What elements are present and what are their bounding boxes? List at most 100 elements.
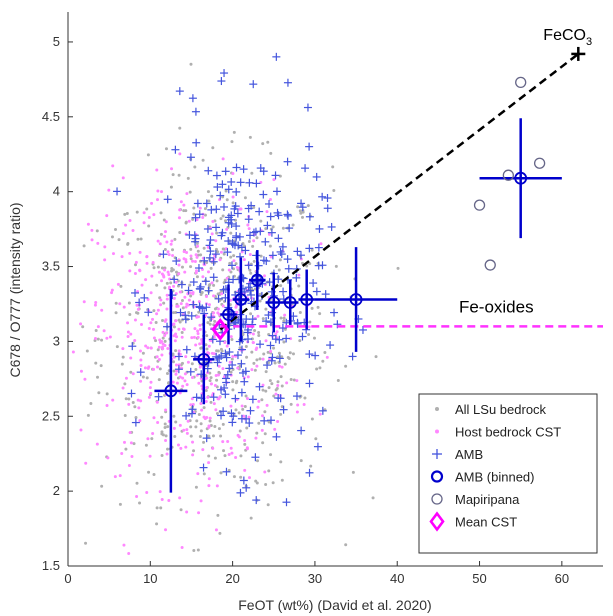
scatter-point <box>260 428 264 432</box>
amb-point <box>237 243 246 252</box>
scatter-point <box>213 383 217 387</box>
scatter-point <box>214 528 218 532</box>
amb-point <box>227 177 236 186</box>
amb-point <box>237 388 246 397</box>
mapiripana-point <box>515 76 527 89</box>
scatter-point <box>160 190 164 194</box>
scatter-point <box>105 336 109 340</box>
scatter-point <box>298 310 302 314</box>
scatter-point <box>239 475 243 479</box>
scatter-point <box>210 281 214 285</box>
scatter-point <box>215 378 219 382</box>
amb-binned-point <box>249 250 266 310</box>
amb-point <box>212 205 221 214</box>
scatter-point <box>171 268 175 272</box>
scatter-point <box>258 299 262 303</box>
amb-point <box>251 453 260 462</box>
scatter-point <box>193 259 197 263</box>
scatter-point <box>110 288 114 292</box>
amb-point <box>221 374 230 383</box>
amb-point <box>171 145 180 154</box>
scatter-point <box>118 474 122 478</box>
scatter-point <box>133 272 137 276</box>
scatter-point <box>264 307 268 311</box>
scatter-point <box>184 209 188 213</box>
amb-point <box>192 393 201 402</box>
scatter-point <box>192 449 196 453</box>
scatter-point <box>243 405 247 409</box>
scatter-point <box>126 241 130 245</box>
amb-point <box>159 250 168 259</box>
scatter-point <box>243 196 247 200</box>
scatter-point <box>129 441 133 445</box>
scatter-point <box>216 250 220 254</box>
scatter-point <box>261 317 265 321</box>
scatter-point <box>96 325 100 329</box>
scatter-point <box>266 361 270 365</box>
scatter-point <box>282 316 286 320</box>
scatter-point <box>156 189 160 193</box>
scatter-point <box>261 142 265 146</box>
scatter-point <box>221 268 225 272</box>
scatter-point <box>206 270 210 274</box>
amb-point <box>268 251 277 260</box>
scatter-point <box>121 386 125 390</box>
feco3-annotation-sub: 3 <box>586 36 592 48</box>
scatter-point <box>315 367 319 371</box>
scatter-point <box>158 367 162 371</box>
scatter-point <box>83 377 87 381</box>
scatter-point <box>236 366 240 370</box>
scatter-point <box>192 335 196 339</box>
scatter-point <box>152 309 156 313</box>
scatter-point <box>254 347 258 351</box>
amb-point <box>272 52 281 61</box>
scatter-point <box>82 300 86 304</box>
scatter-point <box>282 340 286 344</box>
scatter-point <box>151 317 155 321</box>
scatter-point <box>171 173 175 177</box>
amb-point <box>206 236 215 245</box>
amb-point <box>265 199 274 208</box>
amb-point <box>185 230 194 239</box>
scatter-point <box>316 305 320 309</box>
scatter-point <box>202 406 206 410</box>
scatter-point <box>264 370 268 374</box>
scatter-point <box>283 313 287 317</box>
amb-point <box>285 224 294 233</box>
scatter-point <box>135 210 139 214</box>
mapiripana-point <box>473 199 486 211</box>
scatter-point <box>159 303 163 307</box>
scatter-point <box>86 222 90 226</box>
scatter-point <box>217 370 221 374</box>
scatter-point <box>118 502 122 506</box>
scatter-point <box>185 251 189 255</box>
scatter-point <box>301 210 305 214</box>
scatter-point <box>264 482 268 486</box>
scatter-point <box>211 434 215 438</box>
scatter-point <box>157 357 161 361</box>
feco3-annotation: FeCO3 <box>543 27 592 48</box>
legend-label: AMB <box>455 447 483 462</box>
scatter-point <box>207 424 211 428</box>
scatter-point <box>145 376 149 380</box>
scatter-point <box>246 375 250 379</box>
amb-point <box>224 185 233 194</box>
amb-point <box>172 257 181 266</box>
x-tick-label: 30 <box>308 571 322 586</box>
scatter-point <box>323 351 327 355</box>
scatter-point <box>164 147 168 151</box>
scatter-point <box>208 416 212 420</box>
scatter-point <box>166 250 170 254</box>
scatter-point <box>141 375 145 379</box>
x-tick-label: 0 <box>64 571 71 586</box>
scatter-point <box>152 336 156 340</box>
scatter-point <box>147 224 151 228</box>
scatter-point <box>253 368 257 372</box>
scatter-point <box>128 312 132 316</box>
scatter-point <box>179 446 183 450</box>
scatter-point <box>118 302 122 306</box>
scatter-point <box>238 346 242 350</box>
scatter-point <box>111 164 115 168</box>
scatter-point <box>206 351 210 355</box>
scatter-point <box>198 206 202 210</box>
